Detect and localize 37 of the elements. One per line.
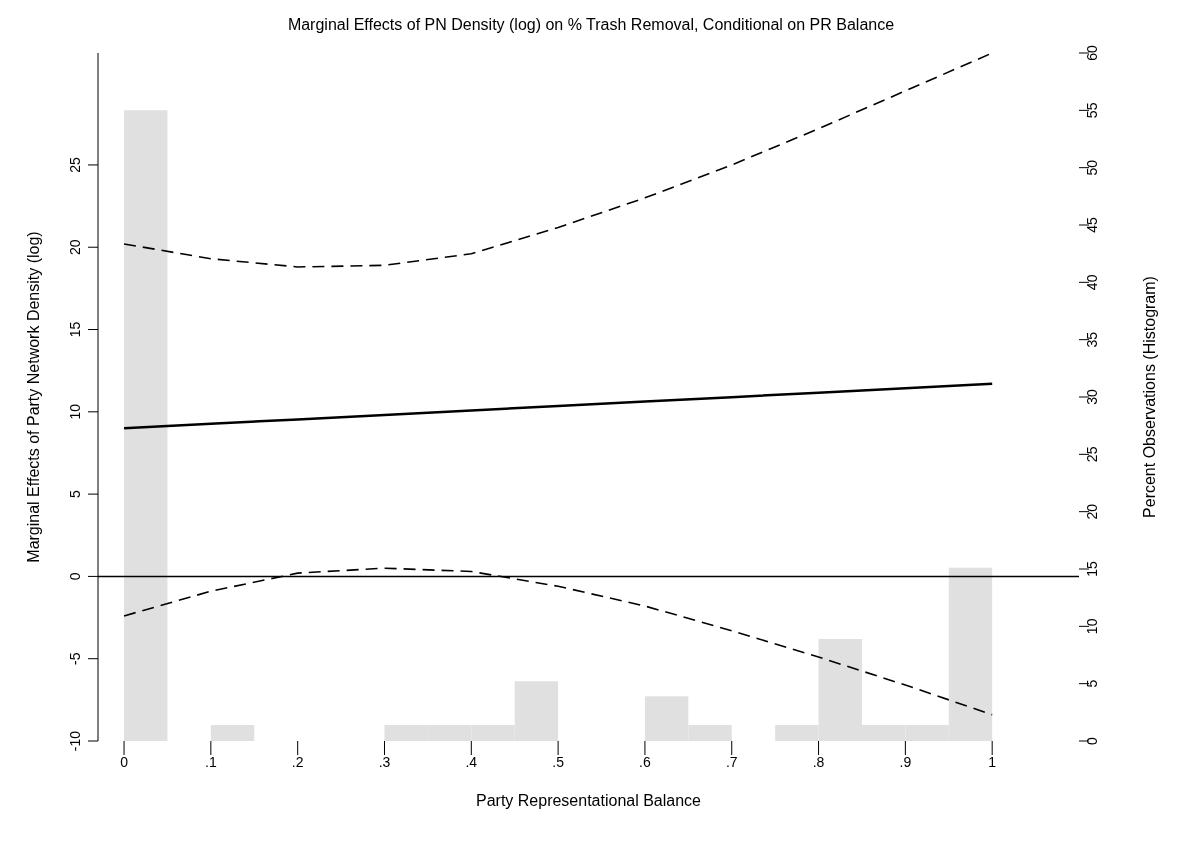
y-axis-title: Marginal Effects of Party Network Density (log) [24,231,42,563]
x-tick-label: .1 [205,753,217,770]
y-tick-label: 0 [67,572,83,581]
y2-tick-label: 50 [1084,159,1100,176]
y2-tick-label: 0 [1084,736,1100,745]
y-tick-label: 25 [67,156,83,173]
x-tick-label: .5 [552,753,565,770]
x-tick-label: .9 [899,753,912,770]
line-series [122,382,994,430]
y-tick-label: -10 [67,730,83,752]
x-tick-label: .8 [812,753,825,770]
y-tick-label: 10 [67,403,83,420]
x-tick-label: .2 [291,753,304,770]
y2-tick-label: 60 [1084,45,1100,61]
y2-tick-label: 30 [1084,389,1100,405]
y2-tick-label: 35 [1084,331,1100,348]
y2-tick-label: 25 [1084,446,1100,463]
chart-title: Marginal Effects of PN Density (log) on % Trash Removal, Conditional on PR Balance [286,16,896,34]
x-tick-label: .3 [378,753,391,770]
x-tick-label: .6 [639,753,651,770]
y2-tick-label: 40 [1084,274,1100,291]
x-tick-label: .4 [465,753,478,770]
y-tick-label: 15 [67,321,83,338]
x-tick-label: 0 [120,753,129,770]
y2-axis-title: Percent Observations (Histogram) [1140,276,1158,518]
y2-tick-label: 20 [1084,503,1100,520]
y-tick-label: 5 [67,490,83,499]
x-tick-label: 1 [988,753,997,770]
y2-tick-label: 15 [1084,561,1100,577]
y2-tick-label: 55 [1084,102,1100,119]
y-tick-label: 20 [67,239,83,256]
y2-tick-label: 10 [1084,618,1100,635]
x-tick-label: .7 [725,753,738,770]
y2-tick-label: 45 [1084,217,1100,233]
y2-tick-label: 5 [1084,679,1100,688]
y-tick-label: -5 [67,652,83,665]
x-axis-title: Party Representational Balance [475,792,702,809]
